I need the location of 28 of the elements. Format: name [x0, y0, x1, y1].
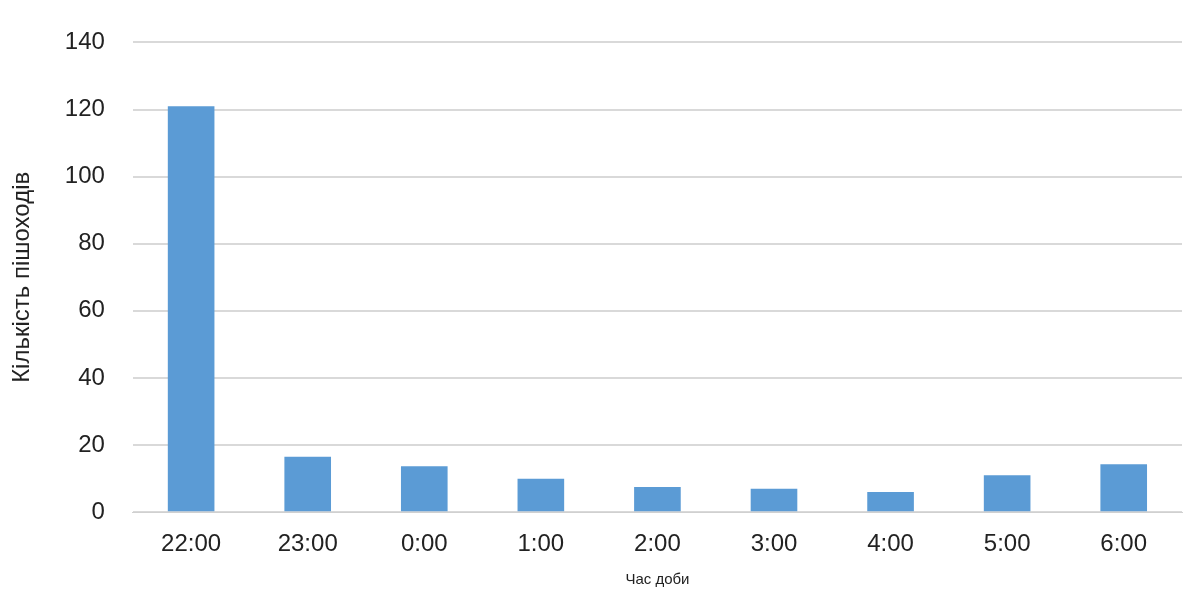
x-tick-label: 0:00 [400, 529, 448, 557]
y-tick-label: 60 [78, 295, 105, 323]
y-tick-label: 140 [64, 27, 105, 55]
x-tick-label: 1:00 [517, 529, 565, 557]
x-tick-label: 6:00 [1100, 529, 1148, 557]
x-tick-label: 2:00 [634, 529, 681, 557]
y-tick-label: 80 [78, 228, 105, 256]
x-axis-title: Час доби [625, 570, 690, 588]
bar [983, 475, 1031, 512]
bar [634, 487, 681, 512]
x-tick-label: 3:00 [750, 529, 798, 557]
bar [867, 492, 914, 512]
y-tick-label: 0 [91, 496, 105, 524]
bar [1100, 464, 1148, 512]
bar [400, 466, 448, 512]
y-axis-title: Кількість пішоходів [7, 171, 35, 383]
bar [284, 456, 332, 512]
y-tick-label: 40 [78, 362, 105, 390]
y-tick-label: 20 [78, 429, 105, 457]
y-tick-label: 120 [64, 94, 105, 122]
x-tick-label: 22:00 [161, 529, 222, 557]
y-tick-label: 100 [64, 161, 105, 189]
bar [750, 488, 798, 512]
x-tick-label: 4:00 [867, 529, 914, 557]
x-tick-label: 5:00 [983, 529, 1031, 557]
x-tick-label: 23:00 [277, 529, 338, 557]
bar [517, 478, 565, 512]
bar [167, 106, 215, 512]
